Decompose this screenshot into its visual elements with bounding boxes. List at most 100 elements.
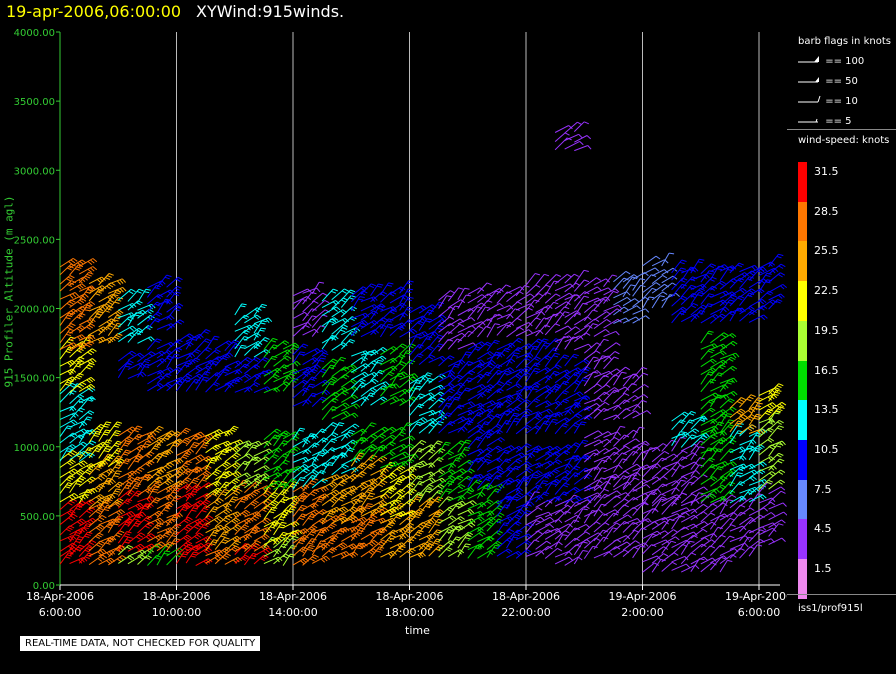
wind-barb-feather [107, 275, 112, 278]
wind-barb-feather [190, 555, 196, 558]
wind-barb-feather [235, 370, 240, 375]
wind-barb-feather [101, 460, 106, 465]
wind-barb-feather [344, 402, 350, 407]
wind-barb-feather [202, 444, 208, 447]
wind-barb-feather [404, 461, 409, 466]
wind-barb-shaft [467, 306, 478, 319]
wind-barb-feather [215, 481, 220, 486]
wind-barb-feather [406, 282, 413, 285]
wind-barb-feather [311, 464, 317, 469]
wind-barb-feather [107, 301, 113, 305]
wind-barb-feather [333, 432, 339, 436]
wind-barb-feather [283, 431, 288, 436]
wind-barb-feather [253, 358, 259, 363]
wind-barb-feather [90, 489, 96, 494]
wind-barb-feather [249, 517, 254, 522]
wind-barb-feather [299, 479, 305, 482]
wind-barb-feather [352, 425, 357, 429]
y-tick-label: 2500.00 [14, 235, 55, 246]
wind-barb-feather [331, 433, 337, 438]
wind-barb-feather [402, 453, 407, 458]
wind-barb-feather [445, 441, 451, 444]
wind-barb-feather [428, 393, 433, 398]
wind-barb-feather [176, 285, 182, 289]
wind-barb-feather [119, 530, 125, 534]
wind-barb-feather [463, 426, 468, 431]
wind-barb-feather [372, 514, 378, 519]
wind-barb-feather [97, 509, 103, 513]
wind-barb-feather [343, 506, 349, 511]
wind-barb-feather [145, 536, 151, 541]
wind-barb-feather [89, 286, 94, 291]
wind-barb-feather [551, 421, 557, 423]
wind-barb-feather [104, 443, 110, 446]
wind-barb-feather [202, 467, 208, 472]
wind-barb-feather [88, 508, 94, 512]
wind-barb-feather [340, 496, 346, 500]
wind-barb-feather [303, 373, 309, 377]
wind-barb-feather [417, 405, 423, 409]
wind-barb-feather [115, 503, 120, 508]
wind-barb-feather [345, 410, 351, 416]
wind-barb-feather [147, 337, 153, 342]
wind-barb-feather [174, 353, 180, 356]
wind-barb-feather [340, 325, 346, 330]
wind-barb-feather [79, 519, 84, 524]
wind-barb-feather [357, 509, 363, 514]
wind-barb-feather [478, 325, 484, 329]
wind-barb-feather [87, 416, 93, 419]
wind-barb-feather [68, 344, 73, 349]
wind-barb-feather [542, 480, 548, 482]
wind-barb-feather [506, 495, 512, 499]
wind-barb-feather [317, 533, 324, 537]
wind-barb-feather [70, 451, 75, 456]
y-tick-label: 3000.00 [14, 166, 55, 177]
wind-barb-feather [260, 327, 266, 330]
wind-barb-feather [447, 541, 453, 546]
wind-barb-feather [235, 490, 241, 494]
wind-barb-feather [178, 302, 184, 307]
wind-barb-feather [73, 419, 78, 424]
wind-barb-feather [284, 357, 289, 361]
wind-barb-feather [445, 490, 451, 493]
wind-barb-feather [408, 296, 414, 299]
wind-barb-feather [195, 349, 201, 353]
wind-barb-feather [461, 468, 467, 473]
wind-barb-feather [71, 494, 76, 499]
wind-barb-feather [261, 556, 267, 560]
wind-barb-feather [154, 445, 160, 448]
wind-barb-feather [486, 282, 492, 286]
wind-barb-feather [139, 373, 144, 378]
wind-barb-feather [495, 542, 501, 546]
wind-barb-feather [266, 370, 271, 375]
wind-barb-feather [324, 449, 329, 454]
wind-barb-feather [70, 323, 76, 327]
wind-barb-feather [448, 470, 454, 475]
wind-barb-feather [116, 311, 122, 315]
wind-barb-feather [173, 356, 179, 359]
wind-barb-feather [456, 376, 462, 380]
wind-barb-feather [478, 393, 484, 398]
wind-barb-feather [485, 343, 491, 347]
wind-barb-feather [231, 544, 237, 548]
wind-barb-feather [213, 457, 218, 462]
wind-barb-feather [546, 540, 552, 545]
wind-barb-shaft [467, 325, 479, 338]
wind-barb-feather [78, 409, 84, 413]
wind-barb-feather [433, 532, 439, 536]
wind-barb-feather [370, 463, 376, 467]
wind-barb-feather [528, 329, 533, 334]
wind-barb-feather [314, 469, 319, 474]
wind-barb-feather [309, 545, 315, 548]
wind-barb-feather [126, 361, 132, 366]
wind-barb-feather [128, 313, 133, 318]
wind-barb-feather [438, 470, 443, 475]
wind-barb-feather [481, 531, 486, 535]
wind-barb-feather [101, 305, 106, 310]
wind-barb-feather [517, 529, 523, 533]
wind-barb-feather [407, 540, 413, 544]
wind-barb-shaft [477, 300, 488, 313]
wind-barb-shaft [185, 454, 201, 464]
wind-barb-feather [187, 524, 193, 528]
wind-barb-feather [388, 523, 394, 527]
